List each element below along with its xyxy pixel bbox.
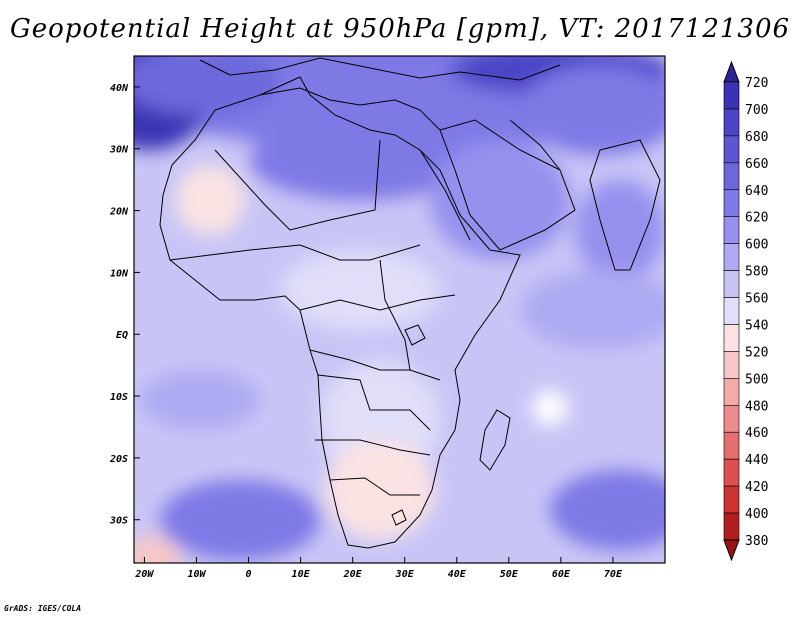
west-sahara-low [175,165,245,235]
lon-tick-label: 70E [604,569,623,580]
chart-title: Geopotential Height at 950hPa [gpm], VT:… [9,14,791,44]
red-sea-coast [419,149,471,241]
border-sahara [214,139,381,231]
lon-tick-label: 10E [292,569,311,580]
colorbar-segment [723,404,740,433]
lat-tick-label: 20N [109,207,129,218]
colorbar-label: 440 [745,453,768,468]
colorbar-label: 640 [745,184,768,199]
credit-text: GrADS: IGES/COLA [4,604,82,613]
colorbar-segment [723,135,740,164]
colorbar-segment [723,485,740,514]
border-congo [309,349,410,371]
colorbar-label: 480 [745,399,768,414]
colorbar-label: 680 [745,130,768,145]
colorbar-segment [723,81,740,110]
colorbar-segment [723,216,740,244]
colorbar-segment [723,458,740,487]
colorbar-segment [723,243,740,271]
arabia [439,119,576,251]
south-indian-high [550,470,665,550]
lon-tick-label: 10W [187,569,206,580]
colorbar-segment [723,324,740,352]
tropical-atlantic [140,370,260,430]
colorbar-segment [723,270,740,298]
lat-tick-label: 10S [110,392,128,403]
lat-tick-label: 10N [110,268,129,279]
india [589,139,661,271]
central-africa-low [280,250,440,330]
colorbar-segment [723,512,740,541]
border-central [299,294,456,311]
south-africa-low [325,440,435,540]
border-east [379,259,441,381]
colorbar-segment [723,108,740,137]
colorbar: 720 700 680 660 640 620 600 580 560 540 520 500 480 4… [723,60,768,562]
border-south [317,374,431,431]
colorbar-segment [723,189,740,218]
ocean-low-cell [532,390,568,426]
colorbar-segment [723,297,740,325]
colorbar-segment [723,351,740,379]
colorbar-label: 460 [745,426,768,441]
border-southern [315,439,431,456]
lon-tick-label: 30E [395,569,415,580]
lat-tick-label: 30N [109,145,129,156]
lat-tick-label: EQ [116,330,128,341]
colorbar-label: 420 [745,480,768,495]
latitude-axis: 40N 30N 20N 10N EQ 10S 20S 30S [109,83,140,527]
border-sahel [169,244,421,261]
coastlines [159,57,661,549]
colorbar-bottom-arrow [723,539,740,562]
colorbar-segment [723,378,740,406]
colorbar-label: 580 [745,265,768,280]
colorbar-label: 620 [745,211,768,226]
longitude-axis: 20W 10W 0 10E 20E 30E 40E 50E 60E 70E [134,557,623,580]
persian-gulf [509,119,561,171]
southwest-low [134,535,180,563]
south-atlantic-high [160,480,320,560]
lake-victoria [404,324,426,346]
lat-tick-label: 20S [109,454,128,465]
colorbar-label: 400 [745,507,768,522]
indian-ocean-north [520,270,665,350]
map-frame [133,55,666,564]
madagascar [479,409,511,471]
colorbar-label: 380 [745,534,768,549]
lon-tick-label: 60E [552,569,571,580]
lesotho [391,509,407,526]
colorbar-top-arrow [723,60,740,83]
lon-tick-label: 20W [134,569,154,580]
mediterranean-coast [259,87,441,131]
colorbar-segment [723,431,740,460]
lat-tick-label: 30S [109,516,128,527]
india-high [575,180,665,280]
colorbar-label: 540 [745,318,768,333]
lat-tick-label: 40N [110,83,129,94]
europe-coast [199,57,561,81]
colorbar-label: 720 [745,76,768,91]
colorbar-label: 700 [745,103,768,118]
border-sa [329,477,420,496]
lon-tick-label: 20E [343,569,363,580]
iran-high [520,65,665,155]
colorbar-label: 560 [745,292,768,307]
height-field [134,56,665,563]
sahara-high [250,120,470,200]
colorbar-label: 600 [745,238,768,253]
lon-tick-label: 50E [500,569,519,580]
colorbar-segment [723,162,740,191]
lon-tick-label: 40E [448,569,467,580]
colorbar-label: 660 [745,157,768,172]
colorbar-label: 500 [745,372,768,387]
africa-outline [159,76,521,549]
colorbar-label: 520 [745,345,768,360]
lon-tick-label: 0 [246,569,252,580]
